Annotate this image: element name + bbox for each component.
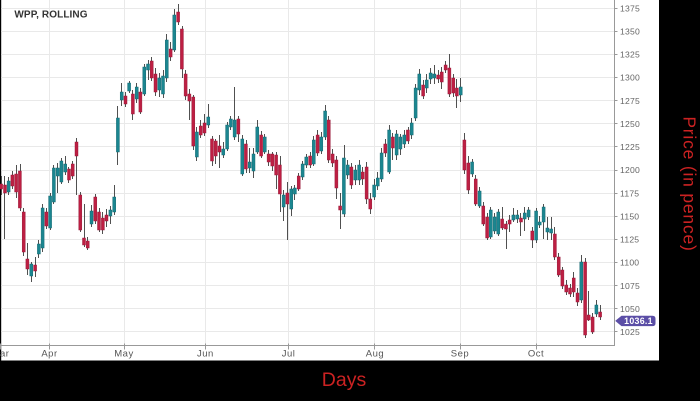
svg-text:1150: 1150 (620, 211, 639, 221)
svg-text:Jul: Jul (282, 349, 296, 360)
svg-text:1075: 1075 (620, 281, 640, 291)
svg-text:1325: 1325 (620, 50, 640, 60)
svg-text:1125: 1125 (620, 235, 639, 245)
svg-text:1225: 1225 (620, 142, 640, 152)
svg-text:1100: 1100 (620, 258, 639, 268)
svg-text:Apr: Apr (41, 349, 57, 360)
svg-text:1300: 1300 (620, 73, 640, 83)
svg-text:May: May (114, 349, 133, 360)
svg-text:1375: 1375 (620, 3, 640, 13)
svg-text:1200: 1200 (620, 165, 640, 175)
svg-text:Oct: Oct (528, 349, 544, 360)
svg-text:1350: 1350 (620, 26, 640, 36)
svg-text:1175: 1175 (620, 188, 639, 198)
svg-text:Jun: Jun (197, 349, 214, 360)
svg-text:WPP, ROLLING: WPP, ROLLING (14, 10, 87, 21)
svg-text:Aug: Aug (366, 349, 384, 360)
svg-text:1036.1: 1036.1 (624, 316, 653, 326)
svg-text:1025: 1025 (620, 327, 640, 337)
svg-text:Price (in pence): Price (in pence) (680, 116, 700, 251)
svg-text:1050: 1050 (620, 304, 640, 314)
svg-text:Days: Days (322, 369, 367, 391)
svg-text:Mar: Mar (0, 349, 9, 360)
svg-text:1275: 1275 (620, 96, 640, 106)
svg-text:Sep: Sep (451, 349, 469, 360)
svg-text:1250: 1250 (620, 119, 640, 129)
